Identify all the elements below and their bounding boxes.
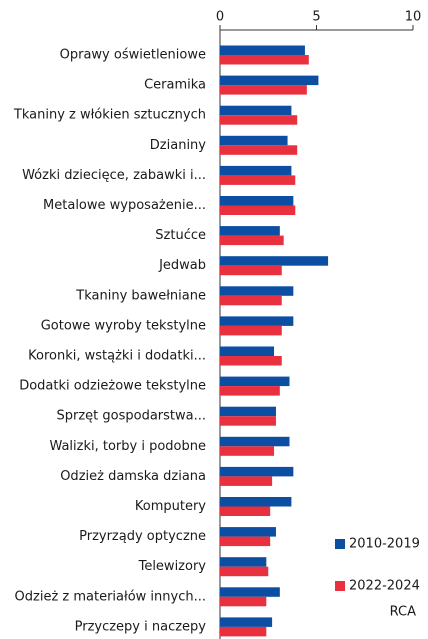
x-tick-label: 5 <box>312 10 320 25</box>
bar <box>220 596 267 607</box>
bar <box>220 557 267 567</box>
x-tick-label: 10 <box>405 10 422 25</box>
bar <box>220 205 296 215</box>
y-tick-label: Sprzęt gospodarstwa... <box>56 409 206 424</box>
legend-label: 2010-2019 <box>349 537 420 552</box>
bar <box>220 115 298 125</box>
legend-swatch <box>335 539 345 549</box>
bar <box>220 406 276 417</box>
y-tick-label: Komputery <box>135 499 206 514</box>
y-tick-label: Sztućce <box>155 228 206 243</box>
bar <box>220 226 280 236</box>
y-tick-label: Przyczepy i naczepy <box>75 619 207 634</box>
bar <box>220 506 271 516</box>
bar <box>220 617 273 627</box>
bar <box>220 376 290 387</box>
y-tick-label: Koronki, wstążki i dodatki... <box>28 349 206 364</box>
bar <box>220 45 305 55</box>
bar <box>220 416 276 426</box>
bar <box>220 55 309 65</box>
bar <box>220 325 282 336</box>
bar <box>220 346 275 356</box>
y-tick-label: Odzież z materiałów innych... <box>15 589 206 604</box>
y-tick-label: Tkaniny bawełniane <box>75 288 206 303</box>
bar <box>220 356 282 366</box>
bar <box>220 566 269 577</box>
bar <box>220 626 267 637</box>
bar <box>220 85 307 95</box>
bar <box>220 466 294 477</box>
bar <box>220 235 284 246</box>
y-tick-label: Telewizory <box>138 559 207 574</box>
y-tick-label: Gotowe wyroby tekstylne <box>41 318 206 333</box>
bar <box>220 165 292 176</box>
bar <box>220 286 294 296</box>
bar <box>220 75 319 86</box>
bar <box>220 265 282 276</box>
bar <box>220 175 296 185</box>
y-tick-label: Ceramika <box>144 78 206 93</box>
annotation: RCA <box>390 605 416 620</box>
bar <box>220 295 282 306</box>
legend-label: 2022-2024 <box>349 579 420 594</box>
y-tick-label: Dodatki odzieżowe tekstylne <box>19 379 206 394</box>
bar <box>220 446 275 456</box>
x-tick-label: 0 <box>216 10 224 25</box>
y-tick-label: Odzież damska dziana <box>60 469 206 484</box>
y-tick-label: Oprawy oświetleniowe <box>60 48 206 63</box>
bar <box>220 527 276 537</box>
bar <box>220 476 273 486</box>
y-tick-label: Walizki, torby i podobne <box>49 439 206 454</box>
legend-swatch <box>335 581 345 591</box>
y-tick-label: Przyrządy optyczne <box>79 529 206 544</box>
bar <box>220 316 294 326</box>
y-tick-label: Metalowe wyposażenie... <box>43 198 206 213</box>
y-tick-label: Dzianiny <box>150 138 207 153</box>
bar <box>220 436 290 447</box>
bar <box>220 386 280 396</box>
bar <box>220 256 329 266</box>
bar <box>220 145 298 155</box>
bar <box>220 196 294 206</box>
bar <box>220 536 271 547</box>
y-tick-label: Wózki dziecięce, zabawki i... <box>22 168 206 183</box>
y-tick-label: Jedwab <box>158 258 206 273</box>
bar <box>220 105 292 116</box>
bar <box>220 135 288 146</box>
y-tick-label: Tkaniny z włókien sztucznych <box>13 108 206 123</box>
bar <box>220 587 280 597</box>
bar <box>220 497 292 507</box>
